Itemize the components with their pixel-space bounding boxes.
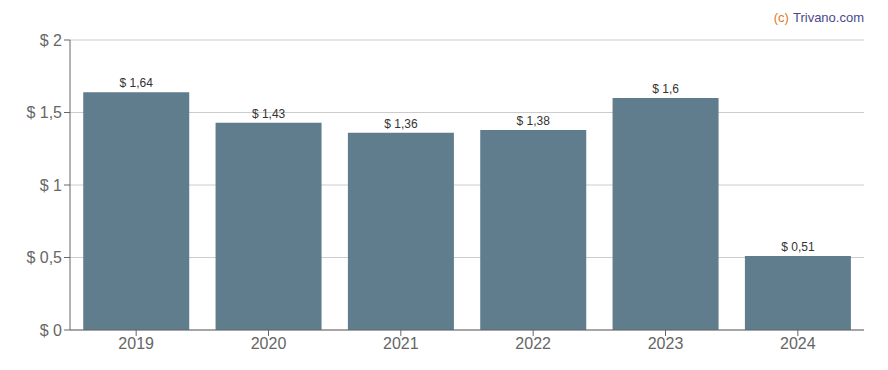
svg-text:$ 1,36: $ 1,36	[384, 117, 418, 131]
svg-text:$ 1,38: $ 1,38	[517, 114, 551, 128]
svg-text:2022: 2022	[515, 335, 551, 352]
svg-text:$ 0: $ 0	[40, 322, 62, 339]
svg-text:2020: 2020	[251, 335, 287, 352]
svg-text:$ 1,6: $ 1,6	[652, 82, 679, 96]
svg-text:2024: 2024	[780, 335, 816, 352]
svg-text:2019: 2019	[118, 335, 154, 352]
svg-text:$ 0,51: $ 0,51	[781, 240, 815, 254]
svg-text:$ 1,5: $ 1,5	[26, 104, 62, 121]
svg-text:$ 1,64: $ 1,64	[120, 76, 154, 90]
svg-text:$ 1,43: $ 1,43	[252, 107, 286, 121]
svg-text:2023: 2023	[648, 335, 684, 352]
svg-text:$ 0,5: $ 0,5	[26, 249, 62, 266]
svg-text:2021: 2021	[383, 335, 419, 352]
svg-text:$ 2: $ 2	[40, 32, 62, 49]
svg-text:$ 1: $ 1	[40, 177, 62, 194]
html-text:(c) Trivano.com: (c) Trivano.com	[773, 10, 864, 25]
